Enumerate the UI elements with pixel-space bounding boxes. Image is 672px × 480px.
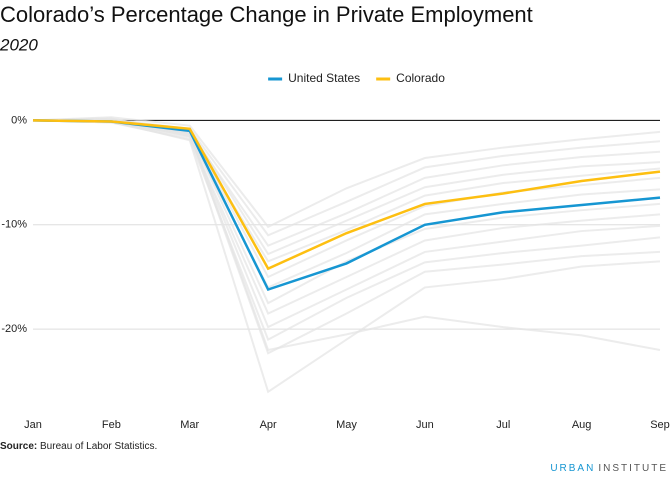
chart-subtitle: 2020	[0, 35, 38, 54]
legend: United States Colorado	[268, 71, 445, 85]
source-text: Bureau of Labor Statistics.	[37, 441, 157, 452]
state-line	[32, 119, 661, 315]
x-tick-label: Jan	[24, 419, 42, 431]
y-tick-label: -10%	[1, 219, 27, 231]
x-tick-label: Aug	[572, 419, 592, 431]
legend-label: Colorado	[396, 71, 445, 85]
brand: URBAN INSTITUTE	[550, 463, 668, 474]
y-tick-label: 0%	[11, 114, 27, 126]
state-line	[33, 119, 661, 355]
x-tick-label: May	[336, 419, 357, 431]
state-line	[33, 119, 661, 329]
chart-title: Colorado’s Percentage Change in Private …	[0, 2, 533, 27]
series-line	[32, 119, 661, 271]
x-tick-label: Sep	[650, 419, 670, 431]
state-line	[32, 118, 661, 305]
x-tick-label: Apr	[260, 419, 277, 431]
state-line	[32, 119, 661, 394]
x-tick-label: Jun	[416, 419, 434, 431]
x-tick-label: Feb	[102, 419, 121, 431]
source-label: Source:	[0, 441, 37, 452]
series-line	[32, 119, 661, 292]
state-line	[32, 119, 661, 352]
x-tick-label: Jul	[496, 419, 510, 431]
state-line	[32, 118, 661, 237]
x-tick-label: Mar	[180, 419, 199, 431]
y-tick-label: -20%	[1, 323, 27, 335]
legend-label: United States	[288, 71, 360, 85]
brand-urban: URBAN	[550, 463, 595, 474]
state-line	[32, 116, 661, 229]
brand-institute: INSTITUTE	[598, 463, 668, 474]
source: Source: Bureau of Labor Statistics.	[0, 441, 157, 452]
